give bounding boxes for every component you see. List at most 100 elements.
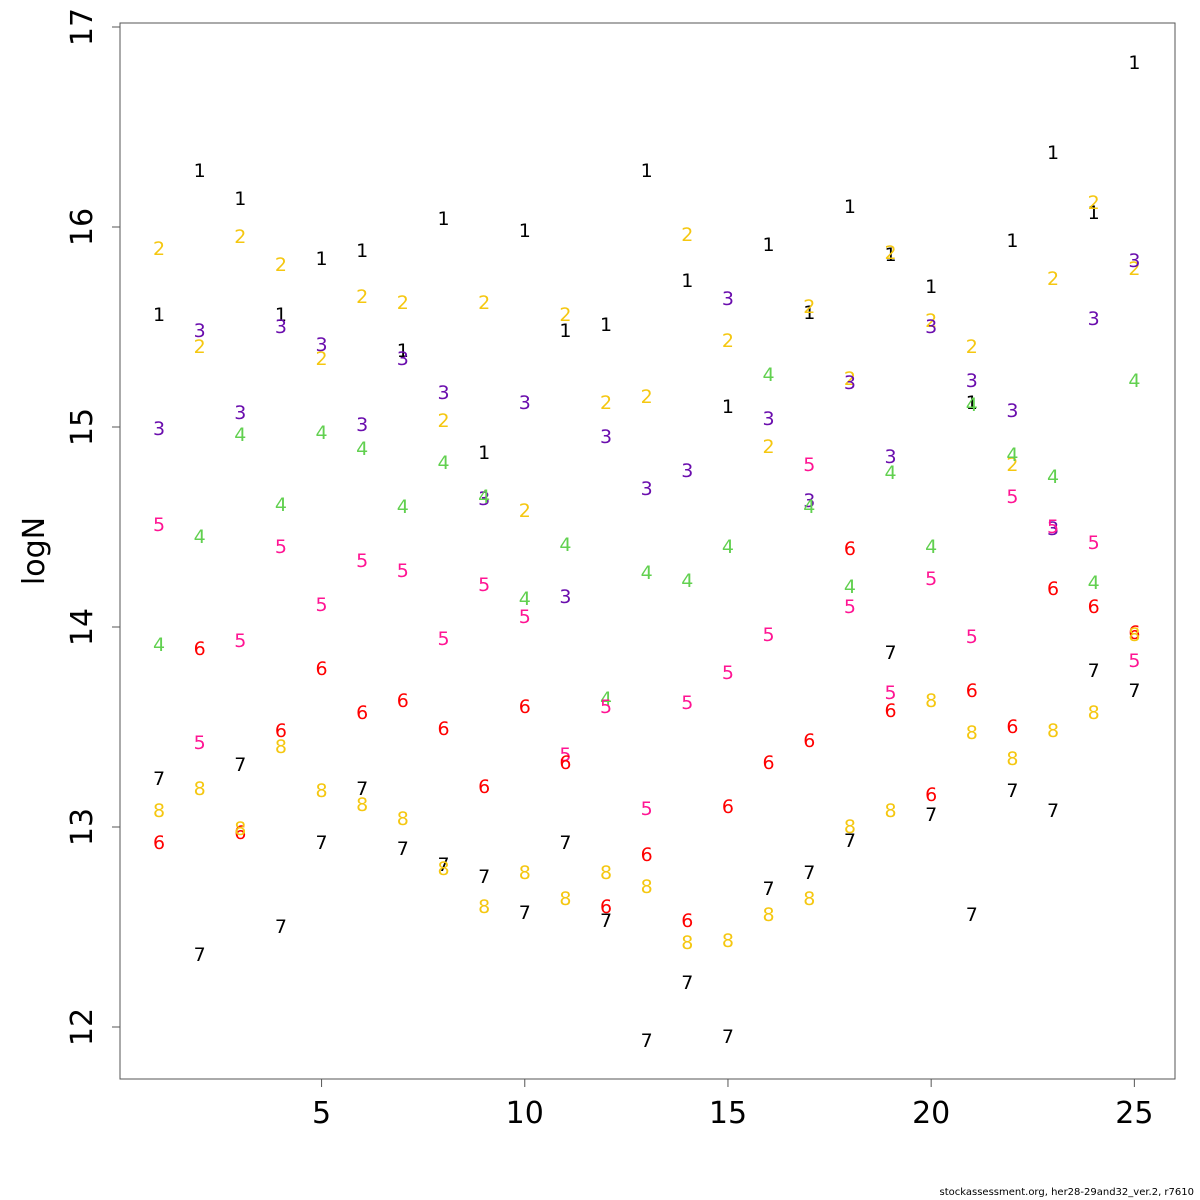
data-point-age-1: 1 <box>397 340 409 362</box>
data-point-age-5: 5 <box>966 626 978 648</box>
data-point-age-6: 6 <box>925 784 937 806</box>
data-point-age-8: 8 <box>966 722 978 744</box>
data-point-age-8: 8 <box>722 930 734 952</box>
data-point-age-6: 6 <box>1128 622 1140 644</box>
data-point-age-3: 3 <box>803 490 815 512</box>
data-point-age-8: 8 <box>641 876 653 898</box>
data-point-age-8: 8 <box>1128 624 1140 646</box>
data-point-age-5: 5 <box>600 696 612 718</box>
data-point-age-5: 5 <box>234 630 246 652</box>
data-point-age-8: 8 <box>803 888 815 910</box>
x-tick-label: 5 <box>312 1096 331 1131</box>
data-point-age-6: 6 <box>1088 596 1100 618</box>
data-point-age-5: 5 <box>519 606 531 628</box>
data-point-age-4: 4 <box>641 562 653 584</box>
data-point-age-2: 2 <box>844 368 856 390</box>
data-point-age-1: 1 <box>275 304 287 326</box>
data-point-age-7: 7 <box>966 904 978 926</box>
data-point-age-1: 1 <box>559 320 571 342</box>
data-point-age-3: 3 <box>600 426 612 448</box>
data-point-age-4: 4 <box>478 486 490 508</box>
data-point-age-7: 7 <box>600 910 612 932</box>
data-point-age-4: 4 <box>600 688 612 710</box>
data-point-age-1: 1 <box>356 240 368 262</box>
data-point-age-1: 1 <box>1128 52 1140 74</box>
data-point-age-7: 7 <box>275 916 287 938</box>
data-point-age-4: 4 <box>844 576 856 598</box>
data-point-age-4: 4 <box>234 424 246 446</box>
data-point-age-3: 3 <box>234 402 246 424</box>
data-point-age-8: 8 <box>600 862 612 884</box>
data-point-age-8: 8 <box>234 818 246 840</box>
data-point-age-2: 2 <box>681 224 693 246</box>
data-point-age-6: 6 <box>559 752 571 774</box>
data-point-age-7: 7 <box>1128 680 1140 702</box>
data-point-age-3: 3 <box>437 382 449 404</box>
data-point-age-3: 3 <box>153 418 165 440</box>
data-point-age-7: 7 <box>803 862 815 884</box>
y-tick-label: 17 <box>65 8 100 46</box>
data-point-age-5: 5 <box>1128 650 1140 672</box>
data-point-age-4: 4 <box>194 526 206 548</box>
data-point-age-6: 6 <box>316 658 328 680</box>
data-point-age-8: 8 <box>275 736 287 758</box>
data-point-age-8: 8 <box>559 888 571 910</box>
data-point-age-8: 8 <box>153 800 165 822</box>
data-point-age-5: 5 <box>763 624 775 646</box>
data-point-age-7: 7 <box>397 838 409 860</box>
data-point-age-1: 1 <box>600 314 612 336</box>
data-point-age-6: 6 <box>1006 716 1018 738</box>
data-point-age-6: 6 <box>194 638 206 660</box>
data-point-age-1: 1 <box>194 160 206 182</box>
data-point-age-4: 4 <box>1006 444 1018 466</box>
data-point-age-2: 2 <box>600 392 612 414</box>
data-point-age-7: 7 <box>194 944 206 966</box>
data-point-age-4: 4 <box>803 496 815 518</box>
data-point-age-3: 3 <box>844 372 856 394</box>
data-point-age-2: 2 <box>519 500 531 522</box>
data-point-age-6: 6 <box>763 752 775 774</box>
data-point-age-1: 1 <box>1047 142 1059 164</box>
data-point-age-5: 5 <box>356 550 368 572</box>
data-point-age-1: 1 <box>641 160 653 182</box>
data-point-age-4: 4 <box>925 536 937 558</box>
data-point-age-3: 3 <box>1088 308 1100 330</box>
data-point-age-8: 8 <box>1088 702 1100 724</box>
data-point-age-6: 6 <box>356 702 368 724</box>
data-point-age-2: 2 <box>1006 454 1018 476</box>
data-point-age-7: 7 <box>316 832 328 854</box>
data-point-age-7: 7 <box>478 866 490 888</box>
data-point-age-1: 1 <box>1088 202 1100 224</box>
data-point-age-1: 1 <box>722 396 734 418</box>
data-point-age-2: 2 <box>722 330 734 352</box>
data-point-age-2: 2 <box>1047 268 1059 290</box>
data-point-age-2: 2 <box>925 310 937 332</box>
data-point-age-5: 5 <box>437 628 449 650</box>
data-point-age-6: 6 <box>397 690 409 712</box>
data-point-age-7: 7 <box>437 854 449 876</box>
data-point-age-7: 7 <box>519 902 531 924</box>
data-point-age-8: 8 <box>763 904 775 926</box>
data-point-age-7: 7 <box>356 778 368 800</box>
data-point-age-3: 3 <box>478 488 490 510</box>
data-point-age-4: 4 <box>559 534 571 556</box>
data-point-age-2: 2 <box>153 238 165 260</box>
data-point-age-7: 7 <box>1047 800 1059 822</box>
data-point-age-4: 4 <box>1128 370 1140 392</box>
data-point-age-3: 3 <box>397 348 409 370</box>
data-point-age-6: 6 <box>844 538 856 560</box>
data-point-age-8: 8 <box>925 690 937 712</box>
data-point-age-6: 6 <box>803 730 815 752</box>
data-point-age-8: 8 <box>194 778 206 800</box>
y-tick-label: 15 <box>65 408 100 446</box>
data-point-age-3: 3 <box>1047 518 1059 540</box>
data-point-age-1: 1 <box>763 234 775 256</box>
data-point-age-2: 2 <box>397 292 409 314</box>
data-point-age-4: 4 <box>884 462 896 484</box>
data-point-age-7: 7 <box>234 754 246 776</box>
data-point-age-5: 5 <box>194 732 206 754</box>
y-axis-title: logN <box>17 517 52 585</box>
data-point-age-2: 2 <box>194 336 206 358</box>
data-point-age-4: 4 <box>275 494 287 516</box>
